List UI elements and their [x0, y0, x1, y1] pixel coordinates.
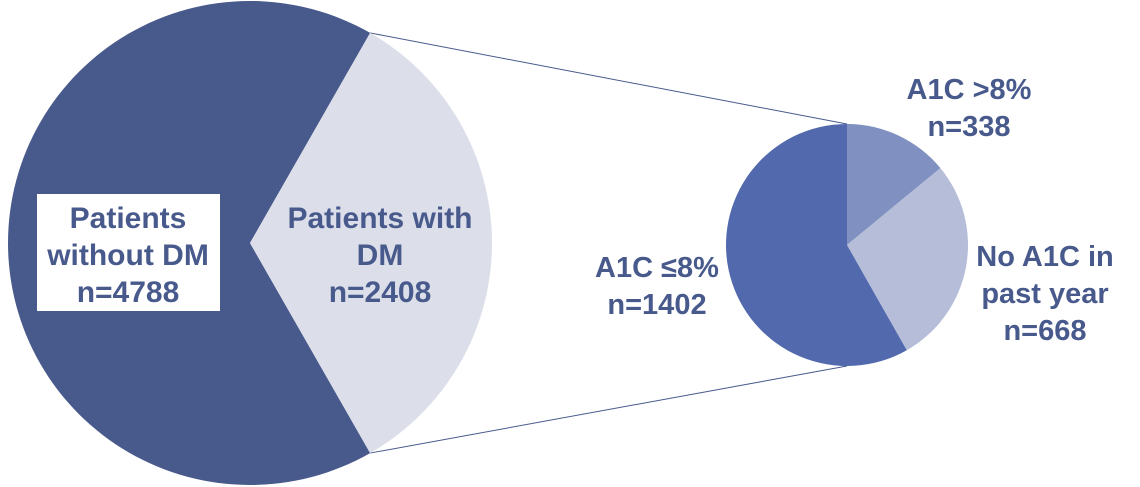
label-with-dm-line: Patients with — [287, 202, 472, 235]
label-without-dm-line: n=4788 — [77, 276, 180, 309]
label-a1c-over-8-line: A1C >8% — [907, 74, 1032, 106]
label-with-dm: Patients with DM n=2408 — [287, 202, 472, 309]
breakdown-pie — [726, 124, 968, 366]
label-no-a1c-line: No A1C in — [976, 241, 1113, 273]
label-with-dm-line: n=2408 — [329, 276, 432, 309]
connector-lines — [370, 32, 848, 454]
label-no-a1c-line: past year — [981, 278, 1108, 310]
label-no-a1c-line: n=668 — [1003, 315, 1086, 347]
label-a1c-8-or-less: A1C ≤8% n=1402 — [595, 252, 719, 321]
label-with-dm-line: DM — [357, 239, 404, 272]
label-without-dm-line: without DM — [46, 239, 209, 272]
label-box-without-dm — [37, 194, 220, 311]
label-no-a1c: No A1C in past year n=668 — [976, 241, 1113, 347]
label-a1c-over-8: A1C >8% n=338 — [907, 74, 1032, 143]
connector-line-top — [370, 32, 848, 125]
main-pie-slice-with-dm — [250, 32, 493, 454]
label-a1c-8-or-less-line: n=1402 — [607, 289, 706, 321]
breakdown-slice-a1c-8-or-less — [726, 124, 907, 366]
pie-labels: Patients without DM n=4788 Patients with DM n… — [37, 74, 1114, 347]
label-a1c-over-8-line: n=338 — [927, 111, 1010, 143]
label-without-dm-line: Patients — [70, 202, 187, 235]
breakdown-slice-a1c-over-8 — [847, 124, 941, 245]
connector-line-bottom — [370, 365, 848, 454]
label-a1c-8-or-less-line: A1C ≤8% — [595, 252, 719, 284]
breakdown-slice-no-a1c-past-year — [847, 168, 968, 351]
label-without-dm: Patients without DM n=4788 — [46, 202, 209, 309]
